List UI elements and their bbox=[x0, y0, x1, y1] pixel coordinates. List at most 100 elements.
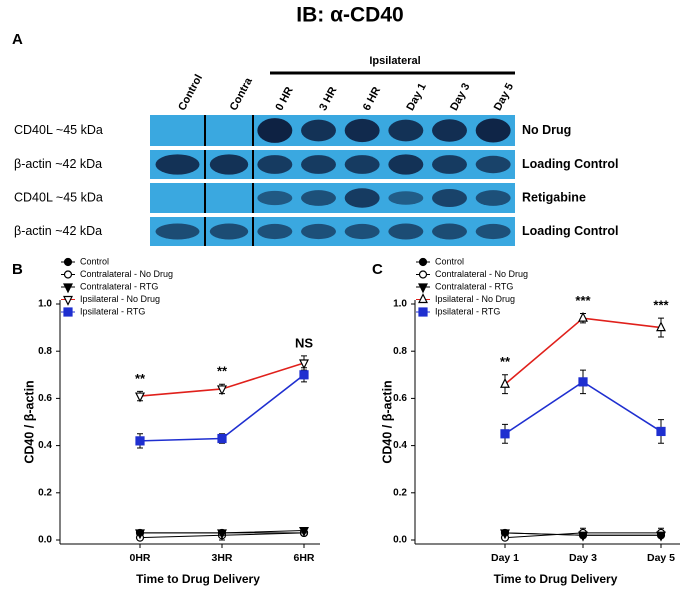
significance: ** bbox=[500, 354, 511, 369]
y-axis-label: CD40 / β-actin bbox=[380, 380, 394, 463]
lane-label: Contra bbox=[228, 75, 256, 113]
marker bbox=[578, 311, 588, 322]
blot-band bbox=[344, 155, 380, 174]
marker bbox=[578, 377, 588, 387]
x-axis-label: Time to Drug Delivery bbox=[494, 572, 618, 586]
blot-band bbox=[475, 223, 511, 240]
lane-label: Day 1 bbox=[404, 81, 428, 113]
marker bbox=[217, 529, 227, 540]
lane-label: 6 HR bbox=[361, 85, 383, 113]
marker bbox=[656, 321, 666, 332]
row-condition: Retigabine bbox=[522, 190, 586, 204]
legend-label: Control bbox=[435, 256, 464, 266]
blot-band bbox=[344, 188, 380, 208]
y-tick-label: 0.8 bbox=[393, 346, 407, 357]
row-label: CD40L ~45 kDa bbox=[14, 190, 103, 204]
legend-marker bbox=[418, 293, 428, 304]
lane-label: Day 5 bbox=[492, 81, 516, 113]
panel-label: C bbox=[372, 261, 383, 278]
row-label: CD40L ~45 kDa bbox=[14, 123, 103, 137]
row-condition: Loading Control bbox=[522, 157, 619, 171]
legend-label: Ipsilateral - No Drug bbox=[80, 294, 160, 304]
y-tick-label: 0.4 bbox=[38, 440, 52, 451]
blot-band bbox=[432, 223, 467, 240]
blot-band bbox=[475, 118, 511, 143]
y-tick-label: 0.2 bbox=[38, 487, 52, 498]
blot-band bbox=[301, 119, 336, 142]
row-label: β-actin ~42 kDa bbox=[14, 157, 102, 171]
legend-marker bbox=[63, 270, 73, 279]
significance: ** bbox=[135, 371, 146, 386]
blot-band bbox=[257, 155, 293, 174]
marker bbox=[217, 385, 227, 396]
blot-band bbox=[344, 118, 380, 143]
y-tick-label: 0.0 bbox=[38, 535, 52, 546]
legend-marker bbox=[63, 283, 73, 294]
blot-band bbox=[209, 154, 249, 175]
y-tick-label: 1.0 bbox=[38, 299, 52, 310]
marker bbox=[500, 429, 510, 439]
y-tick-label: 1.0 bbox=[393, 299, 407, 310]
blot-band bbox=[388, 119, 424, 142]
blot-band bbox=[301, 223, 336, 240]
x-axis-label: Time to Drug Delivery bbox=[136, 572, 260, 586]
blot-band bbox=[432, 189, 467, 207]
group-label: Ipsilateral bbox=[369, 55, 420, 67]
blot-band bbox=[388, 223, 424, 240]
blot-band bbox=[475, 190, 511, 206]
blot-band bbox=[388, 191, 424, 205]
panel-label: B bbox=[12, 261, 23, 278]
blot-band bbox=[344, 223, 380, 240]
x-tick-label: 3HR bbox=[211, 552, 232, 564]
legend-label: Control bbox=[80, 256, 109, 266]
y-tick-label: 0.6 bbox=[393, 393, 407, 404]
marker bbox=[299, 526, 309, 537]
x-tick-label: Day 5 bbox=[647, 552, 675, 564]
blot-band bbox=[257, 190, 293, 206]
blot-band bbox=[475, 155, 511, 174]
row-label: β-actin ~42 kDa bbox=[14, 224, 102, 238]
legend-label: Contralateral - No Drug bbox=[80, 269, 173, 279]
legend-marker bbox=[418, 270, 428, 279]
marker bbox=[500, 377, 510, 388]
legend-marker bbox=[63, 307, 73, 317]
y-tick-label: 0.6 bbox=[38, 393, 52, 404]
x-tick-label: 6HR bbox=[293, 552, 314, 564]
significance: ** bbox=[217, 364, 228, 379]
lane-label: Control bbox=[176, 73, 205, 113]
y-tick-label: 0.2 bbox=[393, 487, 407, 498]
legend-label: Ipsilateral - No Drug bbox=[435, 294, 515, 304]
y-axis-label: CD40 / β-actin bbox=[22, 380, 36, 463]
blot-band bbox=[388, 154, 424, 175]
significance: *** bbox=[653, 298, 669, 313]
blot-band bbox=[301, 155, 336, 174]
legend-marker bbox=[63, 295, 73, 306]
legend-label: Ipsilateral - RTG bbox=[435, 306, 500, 316]
legend-marker bbox=[63, 257, 73, 267]
y-tick-label: 0.0 bbox=[393, 535, 407, 546]
marker bbox=[135, 392, 145, 403]
legend-marker bbox=[418, 283, 428, 294]
y-tick-label: 0.4 bbox=[393, 440, 407, 451]
y-tick-label: 0.8 bbox=[38, 346, 52, 357]
marker bbox=[135, 436, 145, 446]
significance: NS bbox=[295, 335, 313, 350]
blot-band bbox=[432, 119, 467, 142]
blot-band bbox=[257, 223, 293, 240]
blot-band bbox=[257, 118, 293, 143]
x-tick-label: 0HR bbox=[129, 552, 150, 564]
row-condition: Loading Control bbox=[522, 224, 619, 238]
marker bbox=[135, 529, 145, 540]
marker bbox=[217, 433, 227, 444]
blot-band bbox=[301, 190, 336, 206]
legend-marker bbox=[418, 257, 428, 267]
marker bbox=[656, 531, 666, 542]
blot-band bbox=[155, 154, 200, 175]
x-tick-label: Day 3 bbox=[569, 552, 597, 564]
lane-label: Day 3 bbox=[448, 81, 472, 113]
x-tick-label: Day 1 bbox=[491, 552, 519, 564]
blot-band bbox=[209, 223, 249, 240]
blot-band bbox=[155, 223, 200, 240]
blot-band bbox=[432, 155, 467, 174]
row-condition: No Drug bbox=[522, 123, 571, 137]
